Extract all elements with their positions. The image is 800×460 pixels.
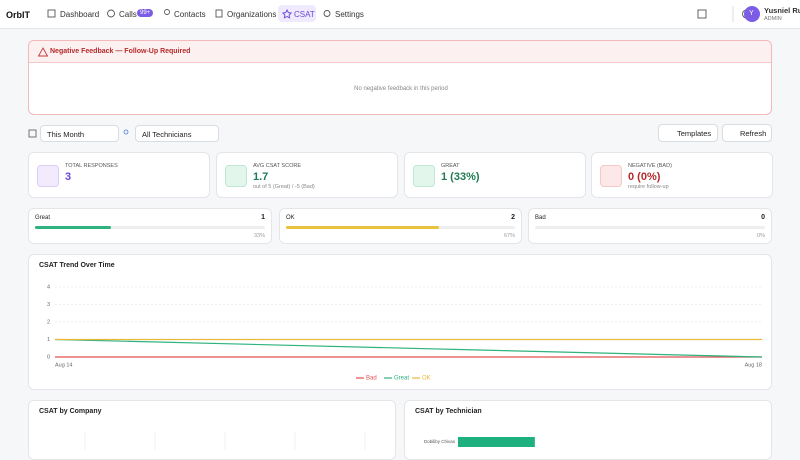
bar	[458, 437, 535, 447]
chart-title: CSAT Trend Over Time	[39, 262, 115, 269]
y-tick-label: 1	[47, 337, 50, 343]
kpi-card: NEGATIVE (BAD) 0 (0%) require follow-up	[591, 152, 773, 198]
kpi-value: 0 (0%)	[628, 171, 661, 183]
breakdown-count: 0	[761, 214, 765, 221]
nav-item[interactable]: Settings	[335, 10, 364, 19]
breakdown-count: 2	[511, 214, 515, 221]
refresh-button[interactable]: Refresh	[722, 124, 772, 142]
warn-icon	[38, 47, 48, 57]
breakdown-card: Great 1 33%	[28, 208, 272, 244]
bar	[35, 226, 111, 229]
kpi-card: TOTAL RESPONSES 3	[28, 152, 210, 198]
kpi-label: AVG CSAT SCORE	[253, 163, 301, 169]
y-tick-label: 2	[47, 319, 50, 325]
user-role: ADMIN	[764, 16, 782, 22]
nav-item[interactable]: Contacts	[174, 10, 206, 19]
avatar[interactable]	[744, 6, 760, 22]
line	[54, 338, 763, 358]
bar-track	[35, 226, 265, 229]
kpi-note: out of 5 (Great) / -5 (Bad)	[253, 184, 315, 190]
brand: OrbIT	[6, 10, 30, 20]
tech-select[interactable]: All Technicians	[135, 125, 219, 142]
period: This Month	[47, 130, 85, 139]
y-tick-label: Dobiliby Chivas	[424, 439, 456, 444]
x-tick-label: Aug 18	[745, 362, 762, 368]
y-tick-label: 0	[47, 354, 50, 360]
legend-label: Great	[394, 376, 409, 382]
breakdown-label: Bad	[535, 215, 546, 221]
breakdown-card: OK 2 67%	[279, 208, 522, 244]
nav-item[interactable]: Dashboard	[60, 10, 100, 19]
breakdown-card: Bad 0 0%	[528, 208, 772, 244]
alert-empty: No negative feedback in this period	[354, 86, 448, 92]
y-tick-label: 3	[47, 302, 50, 308]
legend-label: OK	[422, 376, 431, 382]
period-select[interactable]: This Month	[40, 125, 119, 142]
breakdown-label: OK	[286, 215, 295, 221]
chart-title: CSAT by Company	[39, 408, 102, 415]
templates-button[interactable]: Templates	[658, 124, 718, 142]
x-tick-label: Aug 14	[55, 362, 72, 368]
alert-header	[29, 41, 771, 63]
kpi-label: TOTAL RESPONSES	[65, 163, 118, 169]
breakdown-count: 1	[261, 214, 265, 221]
breakdown-label: Great	[35, 215, 51, 221]
kpi-value: 1 (33%)	[441, 171, 480, 183]
avatar-initial: Y	[749, 10, 754, 17]
refresh: Refresh	[740, 129, 767, 138]
kpi-note: require follow-up	[628, 184, 669, 190]
breakdown-percent: 33%	[253, 233, 265, 239]
kpi-label: GREAT	[441, 163, 460, 169]
nav-item[interactable]: CSAT	[294, 10, 315, 19]
kpi-card: AVG CSAT SCORE 1.7 out of 5 (Great) / -5 (…	[216, 152, 398, 198]
breakdown-percent: 67%	[503, 233, 515, 239]
chart-title: CSAT by Technician	[415, 408, 482, 415]
kpi-icon	[600, 165, 622, 187]
active-tab	[278, 5, 316, 22]
filter-icons	[28, 129, 129, 138]
charts: 0 1 2 3 4 Aug 14 Aug 18 Bad Great OK Dobiliby Chiv…	[47, 284, 763, 450]
kpi-icon	[413, 165, 435, 187]
alert-title: Negative Feedback — Follow-Up Required	[50, 48, 191, 55]
nav-item[interactable]: Calls	[119, 10, 137, 19]
legend-label: Bad	[366, 376, 377, 382]
nav-icons	[47, 6, 760, 22]
bar-track	[535, 226, 765, 229]
y-tick-label: 4	[47, 284, 50, 290]
user-name: Yusniel Ruiz	[764, 6, 800, 15]
navbar: OrbIT Dashboard Calls 99+ Contacts Organ…	[0, 0, 800, 29]
technician: All Technicians	[142, 130, 192, 139]
alert-panel: Negative Feedback — Follow-Up Required N…	[28, 40, 772, 115]
kpi-value: 1.7	[253, 171, 269, 183]
kpi-label: NEGATIVE (BAD)	[628, 163, 672, 169]
breakdown-percent: 0%	[757, 233, 765, 239]
nav-item[interactable]: Organizations	[227, 10, 277, 19]
templates: Templates	[677, 129, 712, 138]
kpi-value: 3	[65, 171, 72, 183]
kpi-card: GREAT 1 (33%)	[404, 152, 586, 198]
bar	[286, 226, 440, 229]
kpi-icon	[225, 165, 247, 187]
kpi-icon	[37, 165, 59, 187]
badge: 99+	[137, 9, 154, 17]
